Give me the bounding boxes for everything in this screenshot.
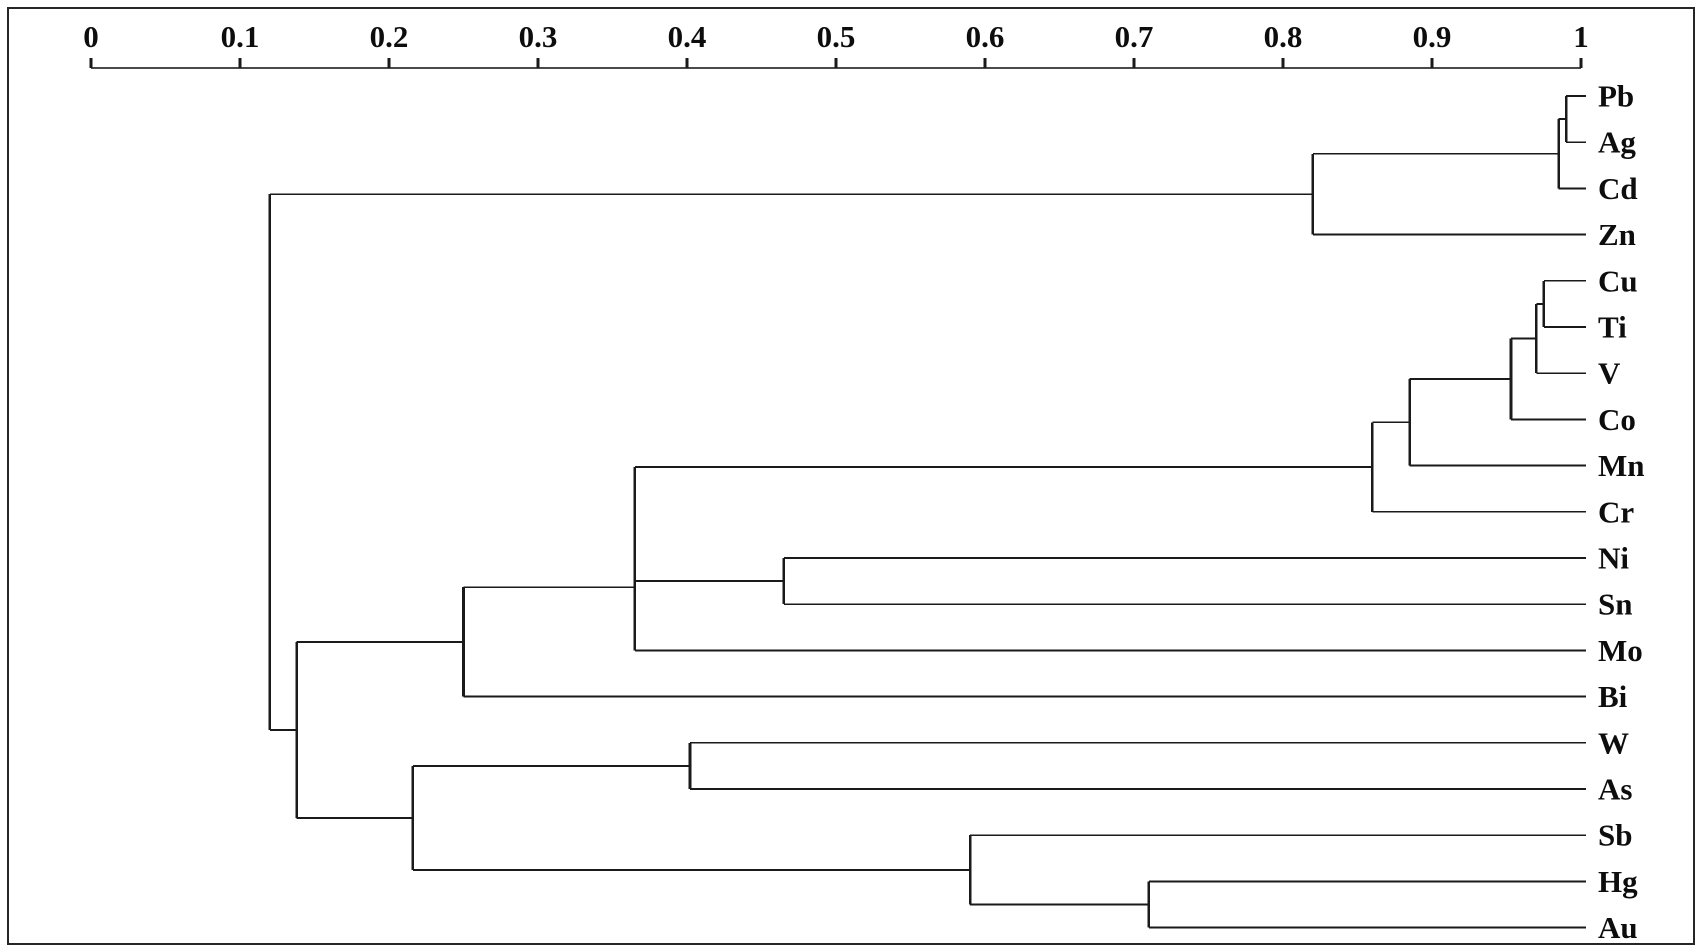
axis-tick-label: 0.2	[370, 19, 409, 54]
leaf-label: Cd	[1598, 171, 1638, 206]
axis-tick-label: 0.9	[1413, 19, 1452, 54]
leaf-label: As	[1598, 772, 1632, 807]
leaf-label: Ag	[1598, 125, 1636, 160]
leaf-label: Ti	[1598, 310, 1627, 345]
leaf-label: Bi	[1598, 679, 1628, 714]
axis-tick-label: 0.1	[221, 19, 260, 54]
axis-tick-label: 0.8	[1264, 19, 1303, 54]
axis-tick-label: 0	[83, 19, 99, 54]
axis-tick-label: 1	[1573, 19, 1589, 54]
leaf-label: V	[1598, 356, 1621, 391]
axis-tick-label: 0.7	[1115, 19, 1154, 54]
leaf-label: Au	[1598, 910, 1638, 945]
leaf-label: Ni	[1598, 541, 1629, 576]
axis-tick-label: 0.5	[817, 19, 856, 54]
leaf-label: Mo	[1598, 633, 1643, 668]
leaf-label: Cu	[1598, 263, 1638, 298]
leaf-label: Cr	[1598, 494, 1634, 529]
axis-tick-label: 0.3	[519, 19, 558, 54]
leaf-label: Mn	[1598, 448, 1645, 483]
leaf-label: Sn	[1598, 587, 1632, 622]
axis-tick-label: 0.4	[668, 19, 707, 54]
leaf-label: Hg	[1598, 864, 1638, 899]
leaf-label: Zn	[1598, 217, 1636, 252]
leaf-label: Co	[1598, 402, 1636, 437]
leaf-label: W	[1598, 725, 1629, 760]
leaf-label: Sb	[1598, 818, 1632, 853]
axis-tick-label: 0.6	[966, 19, 1005, 54]
leaf-label: Pb	[1598, 79, 1634, 114]
